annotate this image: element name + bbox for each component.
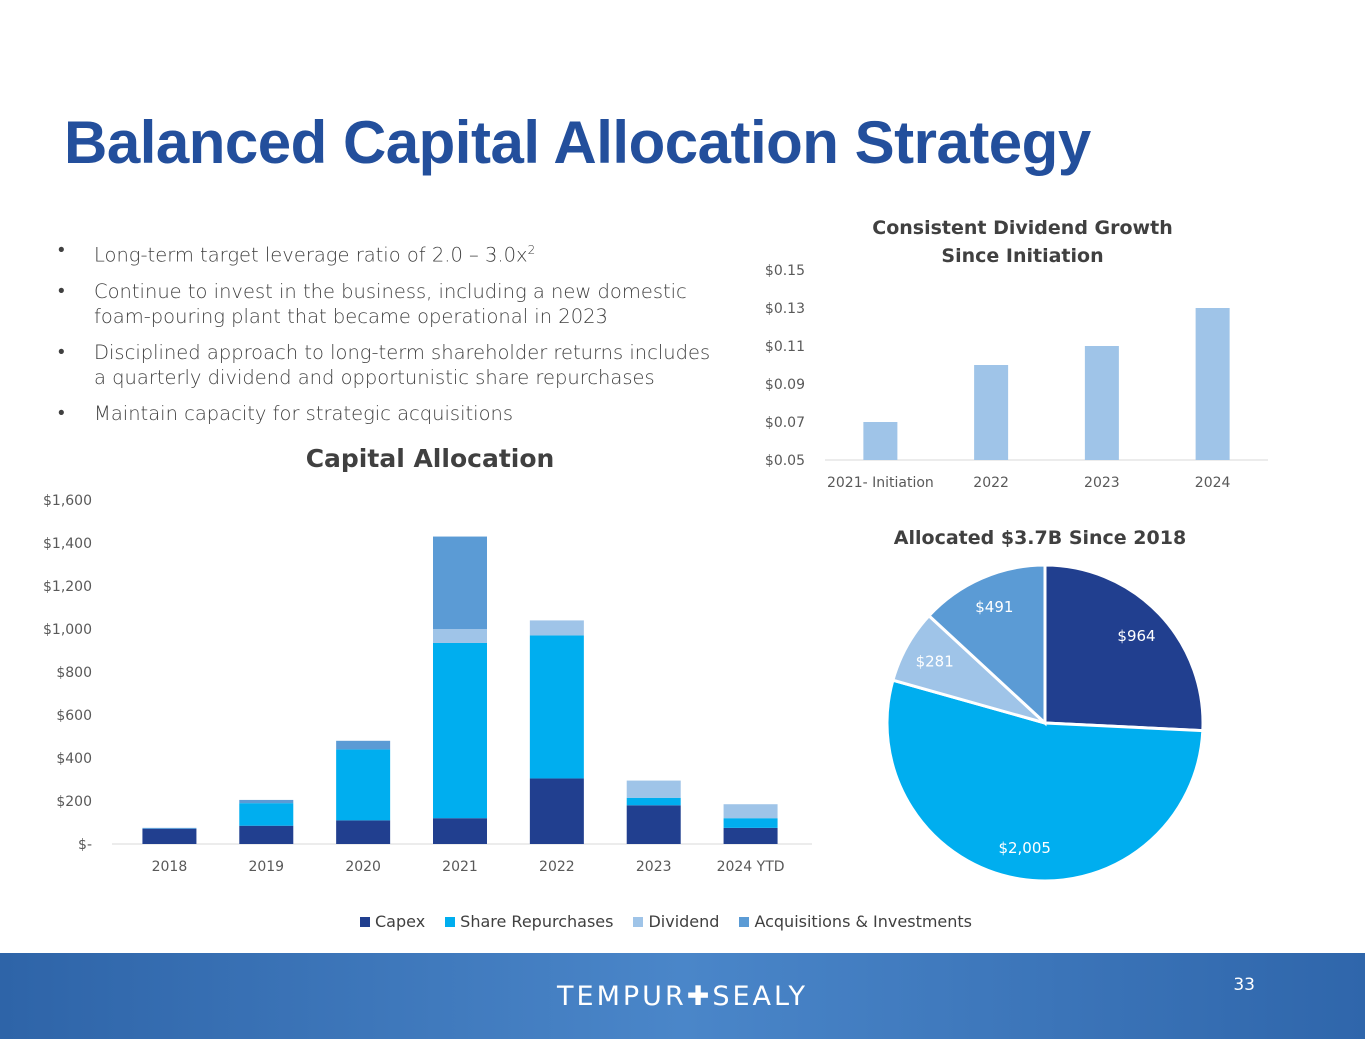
x-tick-label: 2023 bbox=[636, 859, 672, 875]
allocation-pie-chart: $964 $2,005 $281 $491 bbox=[885, 563, 1205, 883]
y-tick-label: $0.09 bbox=[765, 377, 805, 393]
dividend-bar-segment bbox=[723, 804, 778, 819]
share-repurchases-bar-segment bbox=[626, 797, 681, 806]
legend-label: Dividend bbox=[648, 912, 720, 931]
bullet-list: • Long-term target leverage ratio of 2.0 … bbox=[58, 238, 728, 437]
y-tick-label: $1,400 bbox=[43, 536, 92, 552]
y-tick-label: $200 bbox=[56, 794, 92, 810]
acquisitions-bar-segment bbox=[142, 827, 197, 829]
legend-item-capex: Capex bbox=[360, 912, 425, 931]
acquisitions-bar-segment bbox=[336, 740, 391, 750]
company-logo: TEMPUR✚SEALY bbox=[557, 981, 808, 1012]
dividend-bar bbox=[974, 365, 1009, 460]
share-repurchases-bar-segment bbox=[529, 635, 584, 779]
slide-title: Balanced Capital Allocation Strategy bbox=[64, 109, 1091, 176]
legend-item-share-repurchases: Share Repurchases bbox=[445, 912, 613, 931]
bullet-marker: • bbox=[58, 239, 65, 261]
x-tick-label: 2021- Initiation bbox=[827, 475, 934, 491]
capex-bar-segment bbox=[723, 827, 778, 844]
x-tick-label: 2023 bbox=[1084, 475, 1120, 491]
pie-slice-acquisitions bbox=[926, 563, 1047, 727]
legend-item-dividend: Dividend bbox=[633, 912, 719, 931]
capex-bar-segment bbox=[142, 828, 197, 844]
bullet-marker: • bbox=[58, 401, 65, 424]
dividend-chart-title-line: Consistent Dividend Growth bbox=[872, 217, 1173, 239]
pie-slice-share-repurchases bbox=[885, 678, 1205, 883]
pie-slice-capex bbox=[1043, 563, 1205, 733]
legend-swatch bbox=[445, 916, 456, 927]
y-tick-label: $- bbox=[78, 837, 92, 853]
y-tick-label: $1,000 bbox=[43, 622, 92, 638]
y-tick-label: $400 bbox=[56, 751, 92, 767]
legend-swatch bbox=[633, 916, 644, 927]
bullet-item: • Continue to invest in the business, inc… bbox=[58, 279, 728, 329]
legend-label: Acquisitions & Investments bbox=[754, 912, 973, 931]
x-tick-label: 2024 bbox=[1195, 475, 1231, 491]
pie-slice-label: $281 bbox=[916, 652, 954, 670]
y-tick-label: $0.15 bbox=[765, 263, 805, 279]
dividend-bar bbox=[1084, 346, 1119, 460]
capex-bar-segment bbox=[529, 778, 584, 844]
y-tick-label: $0.11 bbox=[765, 339, 805, 355]
dividend-chart-title-line: Since Initiation bbox=[941, 245, 1104, 267]
bullet-item: • Long-term target leverage ratio of 2.0 … bbox=[58, 238, 728, 268]
bullet-text: Continue to invest in the business, incl… bbox=[94, 279, 687, 328]
x-tick-label: 2020 bbox=[345, 859, 381, 875]
legend-item-acquisitions: Acquisitions & Investments bbox=[739, 912, 972, 931]
capex-bar-segment bbox=[336, 820, 391, 844]
capital-chart-title: Capital Allocation bbox=[305, 444, 555, 473]
capex-bar-segment bbox=[239, 825, 294, 844]
share-repurchases-bar-segment bbox=[433, 642, 487, 819]
x-tick-label: 2021 bbox=[442, 859, 478, 875]
bullet-text: Disciplined approach to long-term shareh… bbox=[94, 340, 711, 389]
capex-bar-segment bbox=[626, 805, 681, 844]
y-tick-label: $0.13 bbox=[765, 301, 805, 317]
dividend-bar-segment bbox=[626, 780, 681, 798]
pie-slice-label: $491 bbox=[975, 598, 1013, 616]
x-tick-label: 2024 YTD bbox=[717, 859, 785, 875]
legend-swatch bbox=[739, 916, 750, 927]
capex-bar-segment bbox=[433, 818, 487, 844]
capital-allocation-chart: $- $200 $400 $600 $800 $1,000 $1,200 $1,400 $1,6… bbox=[43, 493, 812, 875]
legend-swatch bbox=[360, 916, 370, 927]
bullet-marker: • bbox=[58, 279, 65, 302]
y-tick-label: $600 bbox=[56, 708, 92, 724]
acquisitions-bar-segment bbox=[433, 536, 487, 629]
bullet-text: Long-term target leverage ratio of 2.0 –… bbox=[94, 243, 528, 267]
x-tick-label: 2022 bbox=[973, 475, 1009, 491]
share-repurchases-bar-segment bbox=[239, 803, 294, 826]
pie-chart-title: Allocated $3.7B Since 2018 bbox=[893, 527, 1187, 549]
pie-slice-label: $2,005 bbox=[998, 839, 1051, 857]
footnote-ref: 2 bbox=[527, 243, 536, 257]
x-tick-label: 2019 bbox=[248, 859, 284, 875]
share-repurchases-bar-segment bbox=[336, 749, 391, 821]
dividend-bar-segment bbox=[529, 620, 584, 636]
x-tick-label: 2022 bbox=[539, 859, 575, 875]
y-tick-label: $0.07 bbox=[765, 415, 805, 431]
bullet-item: • Disciplined approach to long-term share… bbox=[58, 340, 728, 390]
bullet-item: • Maintain capacity for strategic acquisi… bbox=[58, 401, 728, 426]
bullet-text: Maintain capacity for strategic acquisit… bbox=[94, 401, 514, 425]
pie-slice-label: $964 bbox=[1117, 627, 1155, 645]
bullet-marker: • bbox=[58, 340, 65, 363]
dividend-bar bbox=[1195, 308, 1230, 460]
dividend-bar-chart: $0.05 $0.07 $0.09 $0.11 $0.13 $0.15 2021- Init… bbox=[765, 263, 1268, 491]
page-number: 33 bbox=[1233, 975, 1255, 995]
y-tick-label: $1,600 bbox=[43, 493, 92, 509]
dividend-bar bbox=[863, 422, 898, 460]
acquisitions-bar-segment bbox=[239, 799, 294, 804]
y-tick-label: $800 bbox=[56, 665, 92, 681]
legend-label: Share Repurchases bbox=[460, 912, 614, 931]
x-tick-label: 2018 bbox=[152, 859, 188, 875]
y-tick-label: $0.05 bbox=[765, 453, 805, 469]
footer-band: TEMPUR✚SEALY 33 bbox=[0, 953, 1365, 1039]
chart-legend: Capex Share Repurchases Dividend Acquisi… bbox=[360, 912, 972, 931]
dividend-bar-segment bbox=[433, 629, 487, 643]
legend-label: Capex bbox=[375, 912, 426, 931]
share-repurchases-bar-segment bbox=[723, 818, 778, 828]
dividend-chart-title: Consistent Dividend Growth Since Initiat… bbox=[850, 214, 1195, 270]
y-tick-label: $1,200 bbox=[43, 579, 92, 595]
